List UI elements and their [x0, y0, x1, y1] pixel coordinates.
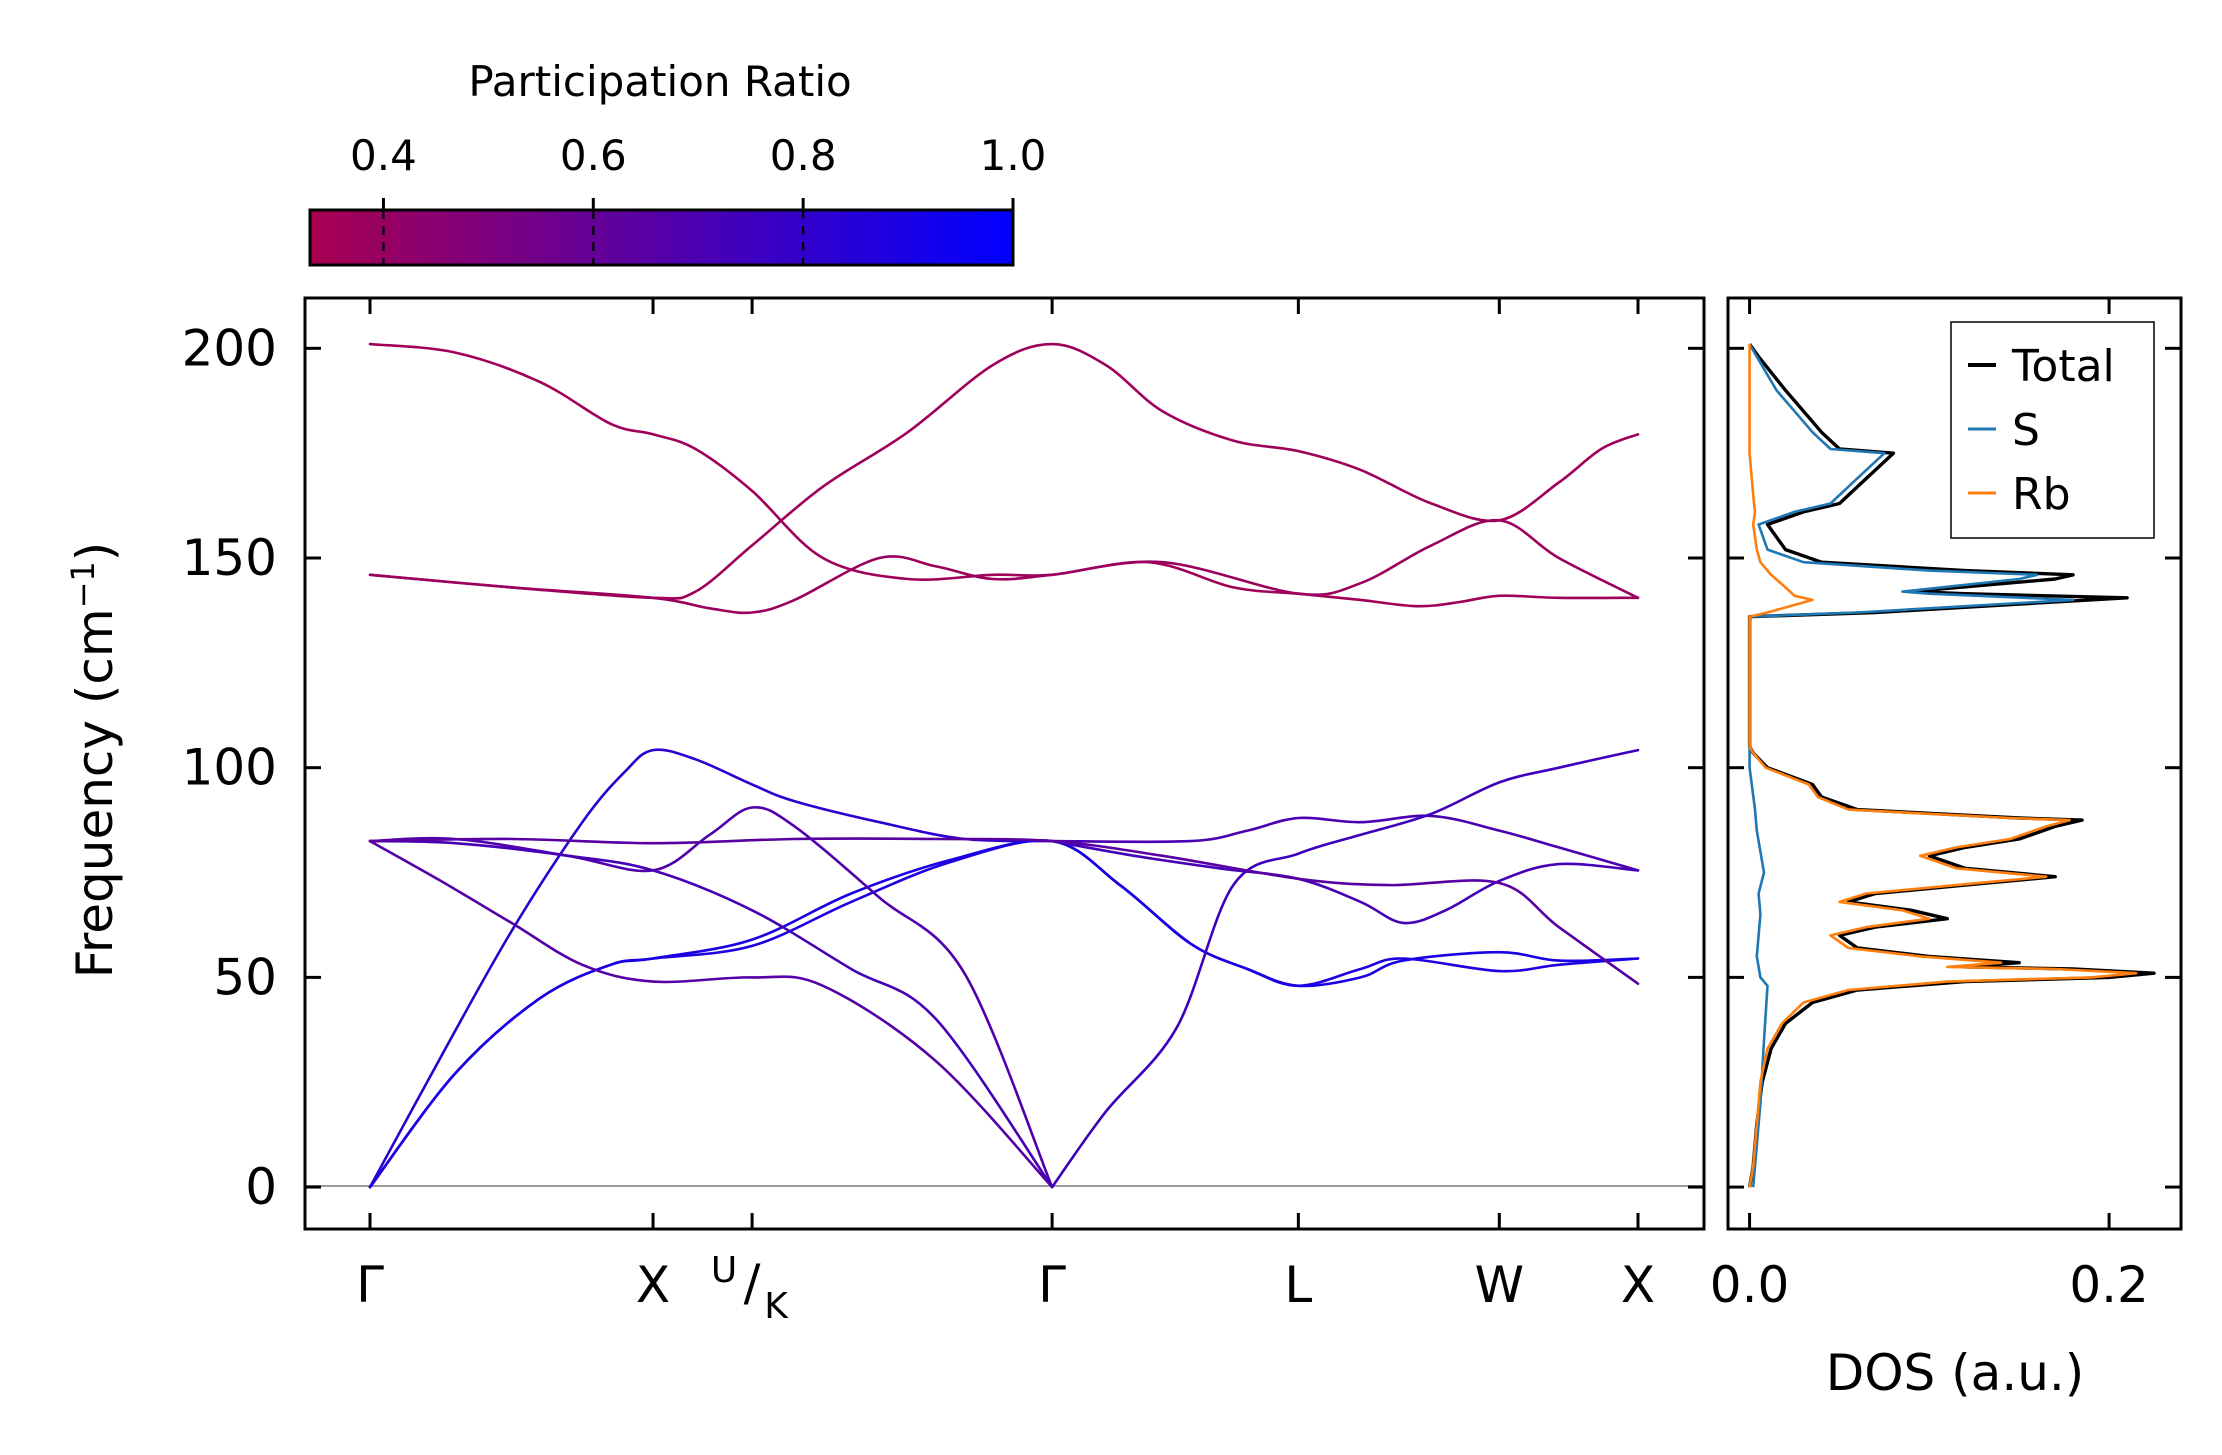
band-optical-3: [368, 518, 1640, 615]
x-tick-label-slash: /: [744, 1254, 761, 1312]
dos-x-tick-label-0: 0.0: [1710, 1256, 1790, 1314]
dos-plot-frame: [1726, 296, 2183, 1231]
band-optical-1: [368, 342, 1640, 608]
x-tick-label-0: Γ: [356, 1256, 384, 1314]
colorbar-frame: [308, 208, 1015, 267]
colorbar-tick-label-0: 0.4: [350, 131, 417, 180]
y-axis-title: Frequency (cm−1): [64, 542, 124, 979]
dos-line-total: [1747, 343, 2156, 1188]
colorbar: Participation Ratio 0.4 0.6 0.8 1.0: [308, 57, 1046, 267]
colorbar-tick-label-3: 1.0: [980, 131, 1047, 180]
dos-line-s: [1748, 343, 2075, 1188]
x-tick-label-top: U: [711, 1250, 737, 1291]
band-optical-2: [368, 342, 1640, 600]
band-lines: [368, 342, 1640, 1189]
dos-panel: 0.0 0.2 DOS (a.u.) Total S Rb: [1710, 296, 2183, 1402]
band-y-ticks: 0 50 100 150 200: [182, 319, 1704, 1216]
dos-x-tick-label-1: 0.2: [2069, 1256, 2149, 1314]
x-tick-label-3: Γ: [1038, 1256, 1066, 1314]
colorbar-gradient: [310, 210, 1013, 265]
dos-line-rb: [1748, 344, 2138, 1188]
dos-y-ticks: [1728, 346, 2181, 1189]
band-optical-mid-1: [1050, 814, 1640, 872]
x-tick-label-6: X: [1621, 1256, 1655, 1314]
x-tick-label-1: X: [636, 1256, 670, 1314]
x-tick-label-4: L: [1284, 1256, 1312, 1314]
colorbar-tick-label-1: 0.6: [560, 131, 627, 180]
colorbar-title: Participation Ratio: [468, 57, 851, 106]
band-optical-low-1: [368, 805, 1054, 1189]
band-optical-mid-2: [1050, 748, 1640, 1189]
y-tick-label-100: 100: [182, 739, 277, 797]
x-tick-label-5: W: [1475, 1256, 1524, 1314]
band-x-ticks: Γ X U / K Γ L W X: [356, 298, 1655, 1327]
legend-label-s: S: [2012, 405, 2040, 456]
band-optical-low-2: [368, 839, 1054, 1189]
dos-lines: [1747, 343, 2156, 1188]
band-acoustic-LA: [368, 748, 1054, 1189]
colorbar-ticks: 0.4 0.6 0.8 1.0: [350, 131, 1046, 265]
x-tick-label-2: U / K: [711, 1250, 789, 1327]
dos-x-axis-title: DOS (a.u.): [1826, 1344, 2085, 1402]
x-tick-label-bottom: K: [764, 1286, 789, 1327]
colorbar-tick-label-2: 0.8: [770, 131, 837, 180]
y-tick-label-200: 200: [182, 319, 277, 377]
band-optical-low-3: [368, 839, 1054, 1189]
y-tick-label-50: 50: [213, 948, 277, 1006]
legend-entries: Total S Rb: [1968, 341, 2115, 520]
dos-legend: Total S Rb: [1950, 321, 2155, 539]
y-tick-label-0: 0: [245, 1158, 277, 1216]
dos-x-ticks: 0.0 0.2: [1710, 298, 2149, 1314]
legend-label-rb: Rb: [2012, 469, 2071, 520]
y-tick-label-150: 150: [182, 529, 277, 587]
band-optical-mid-4: [368, 837, 1640, 985]
legend-label-total: Total: [2011, 341, 2115, 392]
band-acoustic-TA2: [368, 839, 1640, 1189]
band-acoustic-TA1: [368, 839, 1640, 1189]
band-plot-frame: [303, 296, 1706, 1231]
band-optical-mid-3: [1050, 839, 1640, 925]
